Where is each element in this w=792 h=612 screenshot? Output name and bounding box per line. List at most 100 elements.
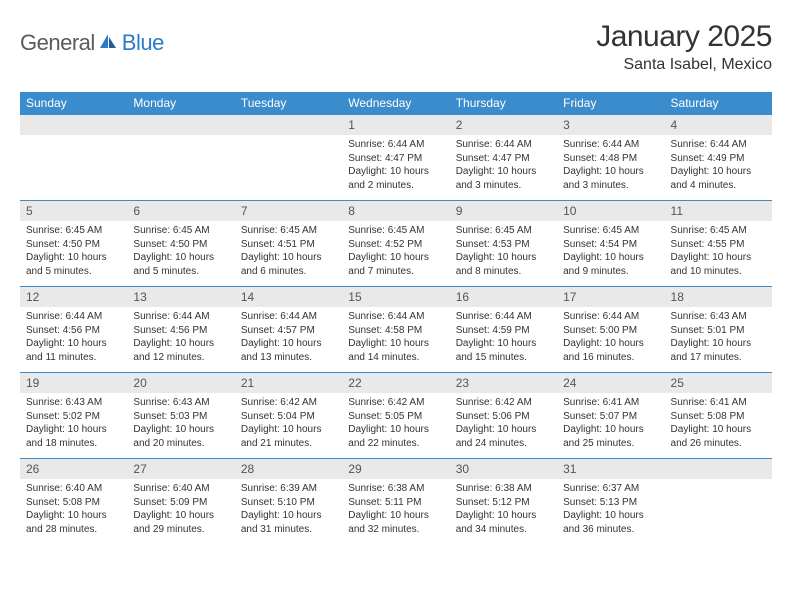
calendar-cell-empty: [665, 459, 772, 545]
header: General Blue January 2025 Santa Isabel, …: [20, 20, 772, 74]
sunrise-text: Sunrise: 6:45 AM: [348, 224, 443, 238]
daylight-line2: and 21 minutes.: [241, 437, 336, 451]
day-number: 21: [235, 373, 342, 393]
day-number: 15: [342, 287, 449, 307]
sunrise-text: Sunrise: 6:43 AM: [133, 396, 228, 410]
day-body: Sunrise: 6:41 AMSunset: 5:08 PMDaylight:…: [665, 393, 772, 453]
calendar-table: SundayMondayTuesdayWednesdayThursdayFrid…: [20, 92, 772, 545]
daylight-line2: and 36 minutes.: [563, 523, 658, 537]
day-body: Sunrise: 6:41 AMSunset: 5:07 PMDaylight:…: [557, 393, 664, 453]
sunrise-text: Sunrise: 6:37 AM: [563, 482, 658, 496]
sunrise-text: Sunrise: 6:44 AM: [456, 310, 551, 324]
calendar-cell-empty: [20, 115, 127, 201]
day-body: Sunrise: 6:45 AMSunset: 4:50 PMDaylight:…: [127, 221, 234, 281]
day-number: 14: [235, 287, 342, 307]
day-body: Sunrise: 6:44 AMSunset: 4:58 PMDaylight:…: [342, 307, 449, 367]
daylight-line1: Daylight: 10 hours: [348, 337, 443, 351]
daylight-line1: Daylight: 10 hours: [348, 251, 443, 265]
day-body: Sunrise: 6:44 AMSunset: 4:48 PMDaylight:…: [557, 135, 664, 195]
daylight-line2: and 31 minutes.: [241, 523, 336, 537]
calendar-cell: 14Sunrise: 6:44 AMSunset: 4:57 PMDayligh…: [235, 287, 342, 373]
calendar-cell: 24Sunrise: 6:41 AMSunset: 5:07 PMDayligh…: [557, 373, 664, 459]
daylight-line1: Daylight: 10 hours: [133, 337, 228, 351]
day-body: Sunrise: 6:45 AMSunset: 4:55 PMDaylight:…: [665, 221, 772, 281]
daylight-line1: Daylight: 10 hours: [133, 251, 228, 265]
sunrise-text: Sunrise: 6:42 AM: [241, 396, 336, 410]
daylight-line2: and 16 minutes.: [563, 351, 658, 365]
sunrise-text: Sunrise: 6:38 AM: [456, 482, 551, 496]
calendar-cell: 2Sunrise: 6:44 AMSunset: 4:47 PMDaylight…: [450, 115, 557, 201]
daylight-line2: and 8 minutes.: [456, 265, 551, 279]
daylight-line1: Daylight: 10 hours: [563, 251, 658, 265]
daylight-line2: and 28 minutes.: [26, 523, 121, 537]
calendar-cell: 30Sunrise: 6:38 AMSunset: 5:12 PMDayligh…: [450, 459, 557, 545]
calendar-cell: 1Sunrise: 6:44 AMSunset: 4:47 PMDaylight…: [342, 115, 449, 201]
day-number: 22: [342, 373, 449, 393]
day-body: Sunrise: 6:42 AMSunset: 5:06 PMDaylight:…: [450, 393, 557, 453]
sunrise-text: Sunrise: 6:44 AM: [456, 138, 551, 152]
daylight-line2: and 6 minutes.: [241, 265, 336, 279]
sunrise-text: Sunrise: 6:44 AM: [26, 310, 121, 324]
sunrise-text: Sunrise: 6:39 AM: [241, 482, 336, 496]
daylight-line1: Daylight: 10 hours: [563, 423, 658, 437]
title-block: January 2025 Santa Isabel, Mexico: [596, 20, 772, 74]
day-body: Sunrise: 6:40 AMSunset: 5:08 PMDaylight:…: [20, 479, 127, 539]
day-body: Sunrise: 6:44 AMSunset: 4:49 PMDaylight:…: [665, 135, 772, 195]
sunrise-text: Sunrise: 6:44 AM: [348, 138, 443, 152]
sunrise-text: Sunrise: 6:45 AM: [26, 224, 121, 238]
calendar-cell: 28Sunrise: 6:39 AMSunset: 5:10 PMDayligh…: [235, 459, 342, 545]
day-body: Sunrise: 6:44 AMSunset: 4:56 PMDaylight:…: [20, 307, 127, 367]
day-number: 17: [557, 287, 664, 307]
sunrise-text: Sunrise: 6:43 AM: [671, 310, 766, 324]
sunrise-text: Sunrise: 6:45 AM: [563, 224, 658, 238]
calendar-cell: 25Sunrise: 6:41 AMSunset: 5:08 PMDayligh…: [665, 373, 772, 459]
sunset-text: Sunset: 5:12 PM: [456, 496, 551, 510]
sunset-text: Sunset: 4:47 PM: [348, 152, 443, 166]
sunset-text: Sunset: 5:00 PM: [563, 324, 658, 338]
daylight-line2: and 32 minutes.: [348, 523, 443, 537]
location: Santa Isabel, Mexico: [596, 56, 772, 74]
day-body: Sunrise: 6:39 AMSunset: 5:10 PMDaylight:…: [235, 479, 342, 539]
day-body: Sunrise: 6:44 AMSunset: 4:47 PMDaylight:…: [342, 135, 449, 195]
day-number: 31: [557, 459, 664, 479]
day-body: Sunrise: 6:43 AMSunset: 5:03 PMDaylight:…: [127, 393, 234, 453]
sunset-text: Sunset: 4:48 PM: [563, 152, 658, 166]
daylight-line1: Daylight: 10 hours: [563, 337, 658, 351]
calendar-cell: 10Sunrise: 6:45 AMSunset: 4:54 PMDayligh…: [557, 201, 664, 287]
calendar-cell-empty: [235, 115, 342, 201]
calendar-cell: 5Sunrise: 6:45 AMSunset: 4:50 PMDaylight…: [20, 201, 127, 287]
sunset-text: Sunset: 5:07 PM: [563, 410, 658, 424]
sunset-text: Sunset: 5:06 PM: [456, 410, 551, 424]
sunset-text: Sunset: 5:09 PM: [133, 496, 228, 510]
day-body: Sunrise: 6:38 AMSunset: 5:11 PMDaylight:…: [342, 479, 449, 539]
sunrise-text: Sunrise: 6:44 AM: [133, 310, 228, 324]
calendar-cell: 23Sunrise: 6:42 AMSunset: 5:06 PMDayligh…: [450, 373, 557, 459]
daylight-line2: and 26 minutes.: [671, 437, 766, 451]
day-number-empty: [127, 115, 234, 135]
day-body: Sunrise: 6:45 AMSunset: 4:50 PMDaylight:…: [20, 221, 127, 281]
day-body: Sunrise: 6:38 AMSunset: 5:12 PMDaylight:…: [450, 479, 557, 539]
calendar-page: General Blue January 2025 Santa Isabel, …: [0, 0, 792, 545]
daylight-line1: Daylight: 10 hours: [671, 337, 766, 351]
sunset-text: Sunset: 5:02 PM: [26, 410, 121, 424]
daylight-line2: and 4 minutes.: [671, 179, 766, 193]
calendar-cell: 26Sunrise: 6:40 AMSunset: 5:08 PMDayligh…: [20, 459, 127, 545]
weekday-header: Saturday: [665, 92, 772, 115]
day-number: 25: [665, 373, 772, 393]
daylight-line1: Daylight: 10 hours: [671, 423, 766, 437]
sunset-text: Sunset: 4:54 PM: [563, 238, 658, 252]
sunrise-text: Sunrise: 6:44 AM: [241, 310, 336, 324]
daylight-line1: Daylight: 10 hours: [671, 251, 766, 265]
sunrise-text: Sunrise: 6:44 AM: [563, 138, 658, 152]
day-number: 29: [342, 459, 449, 479]
daylight-line2: and 5 minutes.: [133, 265, 228, 279]
day-number: 27: [127, 459, 234, 479]
daylight-line2: and 12 minutes.: [133, 351, 228, 365]
weekday-header: Wednesday: [342, 92, 449, 115]
day-number: 11: [665, 201, 772, 221]
calendar-head: SundayMondayTuesdayWednesdayThursdayFrid…: [20, 92, 772, 115]
calendar-row: 19Sunrise: 6:43 AMSunset: 5:02 PMDayligh…: [20, 373, 772, 459]
sail-icon: [98, 32, 118, 55]
sunset-text: Sunset: 4:50 PM: [26, 238, 121, 252]
day-number: 2: [450, 115, 557, 135]
